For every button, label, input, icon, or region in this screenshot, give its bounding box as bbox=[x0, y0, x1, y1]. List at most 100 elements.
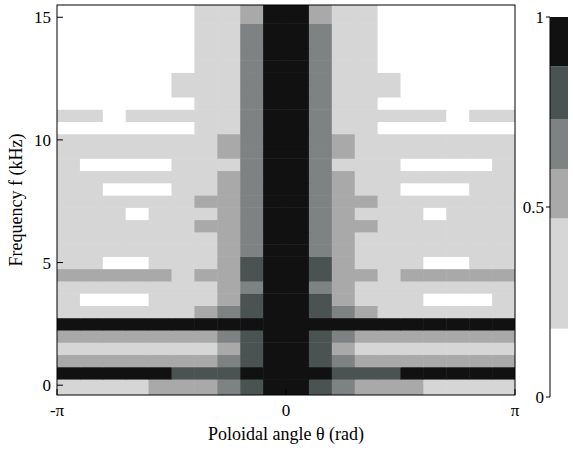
cell bbox=[309, 232, 332, 245]
cell bbox=[126, 60, 149, 73]
cell bbox=[126, 305, 149, 318]
cell bbox=[492, 158, 515, 171]
y-tick-label: 10 bbox=[34, 131, 51, 150]
cell bbox=[263, 85, 286, 98]
cell bbox=[401, 355, 424, 368]
cell bbox=[332, 171, 355, 184]
cell bbox=[103, 305, 126, 318]
cell bbox=[446, 122, 469, 135]
y-tick-label: 0 bbox=[43, 376, 52, 395]
cell bbox=[57, 342, 80, 355]
cell bbox=[355, 134, 378, 147]
cell bbox=[286, 232, 309, 245]
cell bbox=[103, 48, 126, 61]
cell bbox=[332, 97, 355, 110]
cell bbox=[401, 195, 424, 208]
plot-background bbox=[57, 5, 515, 395]
cell bbox=[469, 122, 492, 135]
cells bbox=[57, 5, 515, 395]
cell bbox=[492, 146, 515, 159]
cell bbox=[446, 146, 469, 159]
cell bbox=[309, 318, 332, 331]
cell bbox=[309, 355, 332, 368]
cell bbox=[217, 232, 240, 245]
cell bbox=[194, 97, 217, 110]
cell bbox=[355, 330, 378, 343]
cell bbox=[149, 305, 172, 318]
cell bbox=[469, 281, 492, 294]
cell bbox=[240, 232, 263, 245]
cell bbox=[80, 48, 103, 61]
cell bbox=[194, 305, 217, 318]
cell bbox=[194, 220, 217, 233]
cell bbox=[423, 36, 446, 49]
cell bbox=[446, 207, 469, 220]
cell bbox=[309, 36, 332, 49]
cell bbox=[57, 23, 80, 36]
cell bbox=[149, 367, 172, 380]
cell bbox=[126, 183, 149, 196]
cell bbox=[240, 256, 263, 269]
cell bbox=[172, 171, 195, 184]
cell bbox=[263, 97, 286, 110]
cell bbox=[355, 171, 378, 184]
cell bbox=[309, 60, 332, 73]
cell bbox=[240, 171, 263, 184]
cell bbox=[57, 244, 80, 257]
cell bbox=[240, 97, 263, 110]
cell bbox=[401, 134, 424, 147]
cell bbox=[286, 171, 309, 184]
cell bbox=[423, 244, 446, 257]
cell bbox=[149, 122, 172, 135]
cell bbox=[263, 232, 286, 245]
colorbar-tick bbox=[546, 17, 550, 18]
cell bbox=[423, 355, 446, 368]
cell bbox=[194, 122, 217, 135]
cell bbox=[172, 379, 195, 395]
cell bbox=[423, 281, 446, 294]
cell bbox=[332, 195, 355, 208]
cell bbox=[309, 367, 332, 380]
cell bbox=[103, 244, 126, 257]
cell bbox=[286, 85, 309, 98]
cell bbox=[149, 342, 172, 355]
cell bbox=[492, 183, 515, 196]
cell bbox=[240, 183, 263, 196]
cell bbox=[401, 281, 424, 294]
cell bbox=[172, 23, 195, 36]
cell bbox=[103, 122, 126, 135]
cell bbox=[469, 367, 492, 380]
cell bbox=[263, 293, 286, 306]
cell bbox=[378, 342, 401, 355]
cell bbox=[355, 293, 378, 306]
cell bbox=[332, 367, 355, 380]
cell bbox=[446, 305, 469, 318]
cell bbox=[240, 318, 263, 331]
cell bbox=[194, 72, 217, 85]
cell bbox=[240, 355, 263, 368]
cell bbox=[423, 342, 446, 355]
cell bbox=[378, 269, 401, 282]
cell bbox=[126, 220, 149, 233]
cell bbox=[172, 109, 195, 122]
cell bbox=[492, 232, 515, 245]
cell bbox=[423, 122, 446, 135]
cell bbox=[240, 379, 263, 395]
cell bbox=[103, 293, 126, 306]
cell bbox=[332, 134, 355, 147]
cell bbox=[401, 244, 424, 257]
cell bbox=[332, 318, 355, 331]
cell bbox=[194, 183, 217, 196]
cell bbox=[446, 244, 469, 257]
cell bbox=[355, 207, 378, 220]
cell bbox=[194, 318, 217, 331]
cell bbox=[332, 109, 355, 122]
cell bbox=[240, 330, 263, 343]
cell bbox=[446, 342, 469, 355]
cell bbox=[286, 134, 309, 147]
cell bbox=[309, 109, 332, 122]
cell bbox=[378, 256, 401, 269]
cell bbox=[423, 269, 446, 282]
cell bbox=[332, 158, 355, 171]
cell bbox=[401, 220, 424, 233]
